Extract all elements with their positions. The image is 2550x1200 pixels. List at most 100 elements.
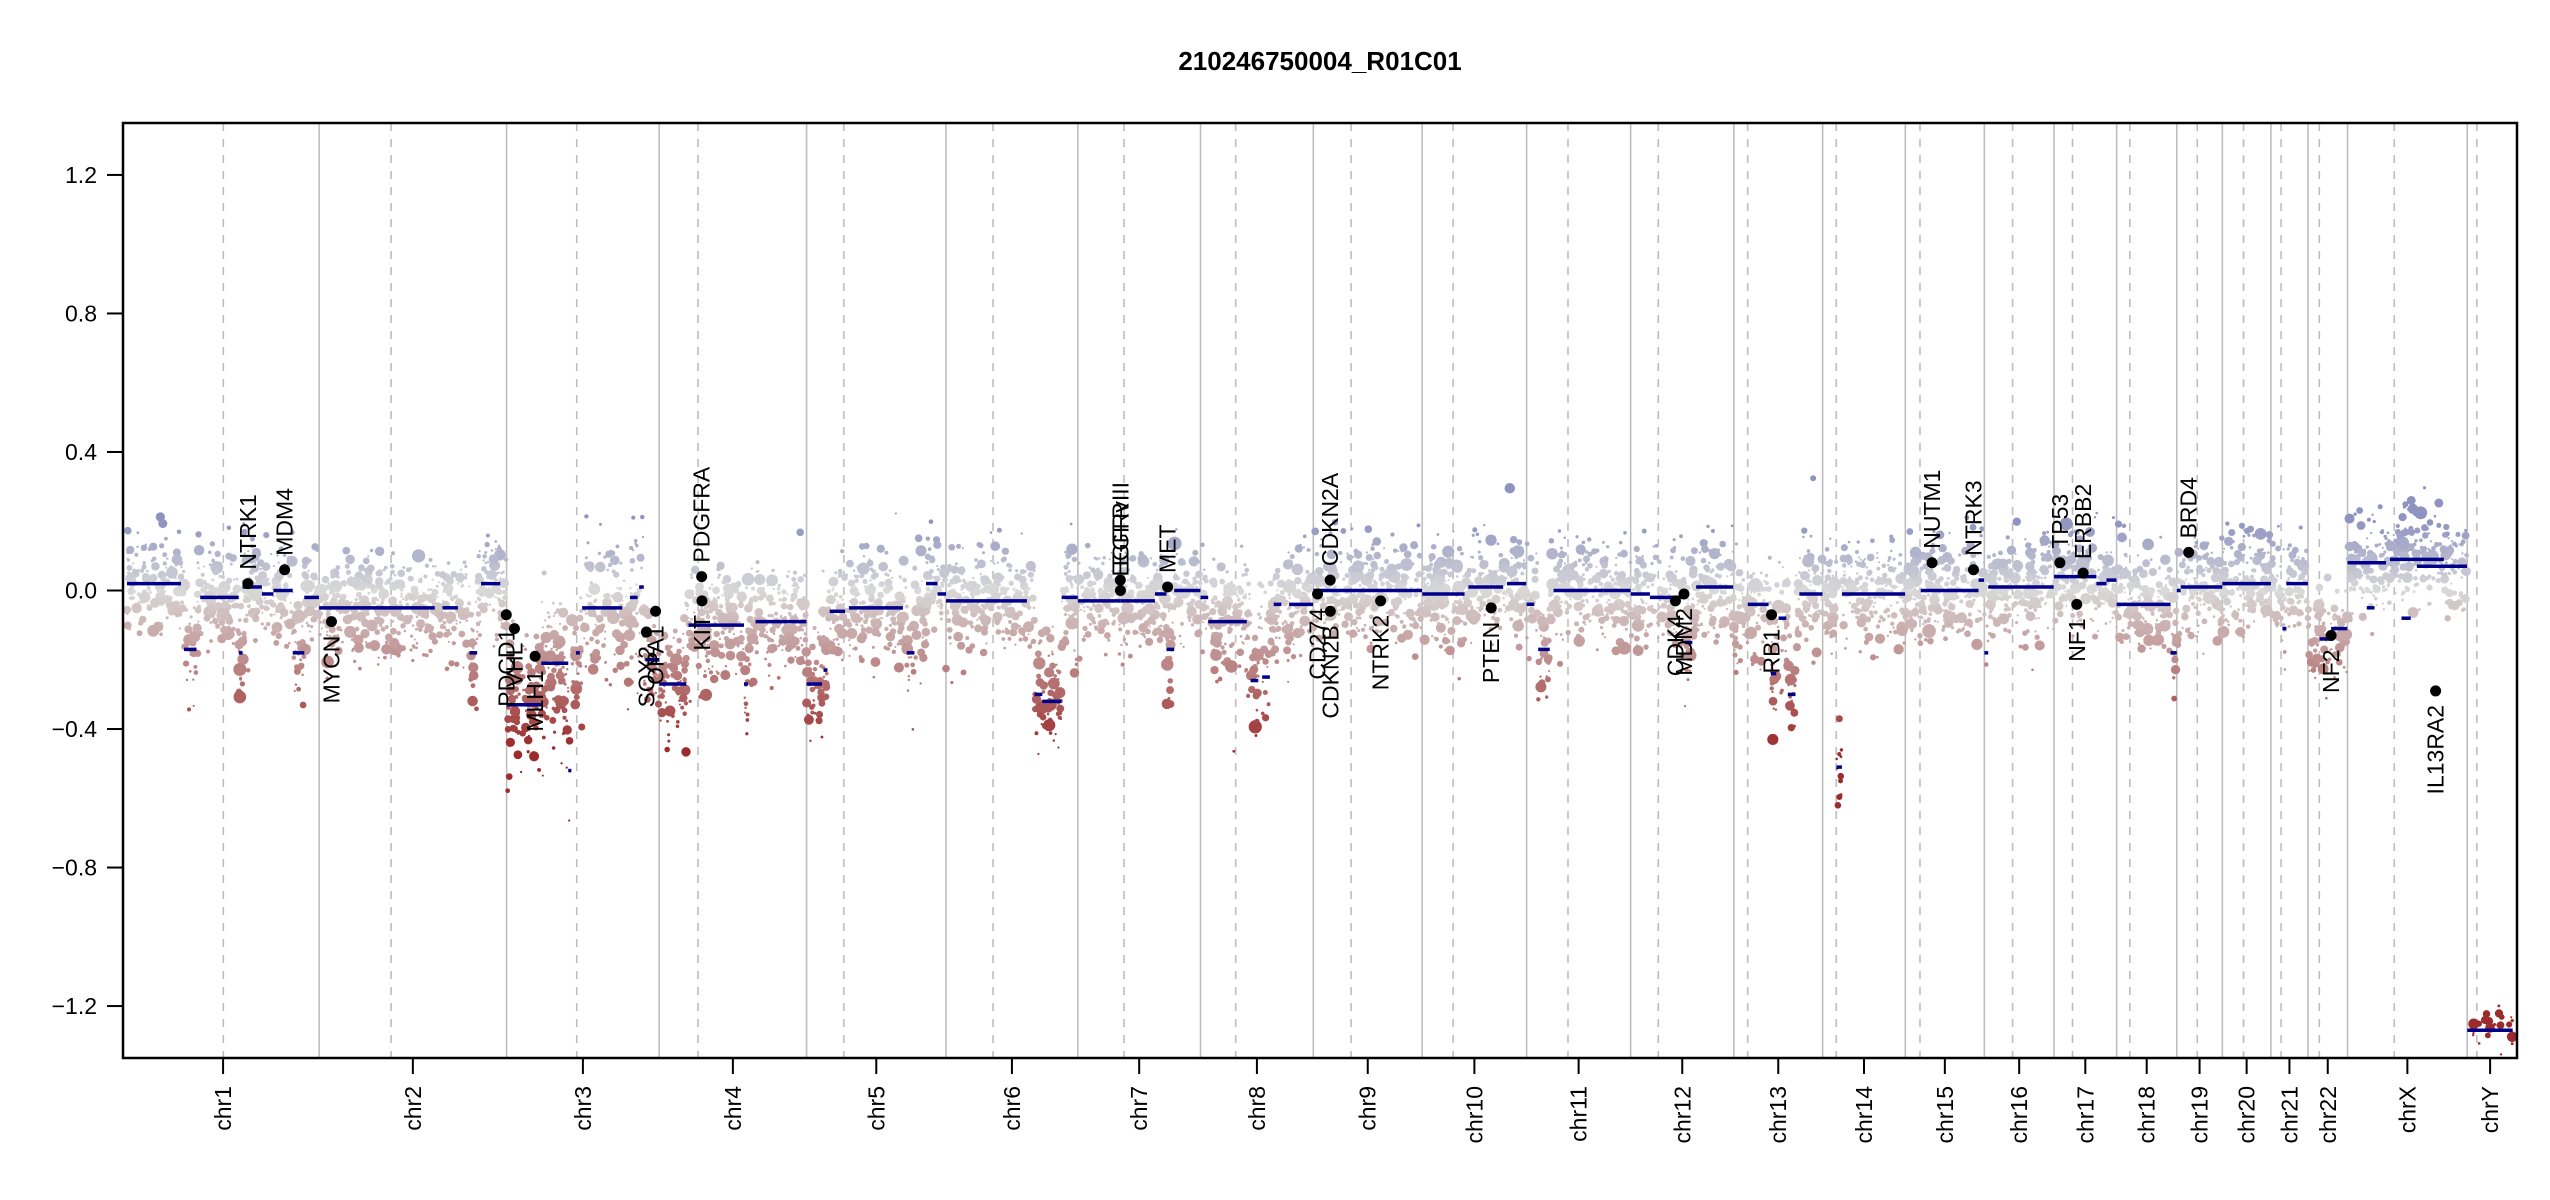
probe-point	[544, 619, 547, 622]
probe-point	[1810, 475, 1817, 482]
probe-point	[1456, 599, 1463, 606]
probe-point	[226, 599, 230, 603]
probe-point	[334, 592, 341, 599]
probe-point	[200, 584, 204, 588]
probe-point	[724, 664, 728, 668]
probe-point	[704, 654, 708, 658]
probe-point	[930, 555, 935, 560]
probe-point	[1502, 596, 1505, 600]
probe-point	[1186, 606, 1197, 617]
probe-point	[1708, 619, 1716, 627]
probe-point	[166, 557, 169, 560]
probe-point	[635, 611, 639, 615]
probe-point	[1586, 617, 1590, 620]
probe-point	[1539, 675, 1542, 678]
probe-point	[482, 554, 487, 559]
probe-point	[560, 762, 563, 765]
probe-point	[779, 616, 783, 619]
probe-point	[1132, 629, 1138, 635]
probe-point	[151, 562, 160, 571]
probe-point	[526, 750, 530, 754]
probe-point	[336, 634, 339, 637]
probe-point	[813, 659, 820, 666]
probe-point	[965, 646, 973, 654]
probe-point	[1504, 610, 1507, 614]
probe-point	[679, 672, 683, 676]
probe-point	[1895, 601, 1899, 604]
probe-point	[182, 569, 186, 574]
probe-point	[1610, 584, 1614, 588]
probe-point	[1262, 658, 1269, 665]
probe-point	[1363, 606, 1367, 610]
probe-point	[626, 708, 630, 711]
probe-point	[1087, 575, 1090, 578]
probe-point	[728, 602, 738, 613]
probe-point	[791, 576, 797, 582]
probe-point	[1261, 714, 1270, 722]
probe-point	[376, 663, 380, 666]
probe-point	[214, 550, 221, 558]
probe-point	[1058, 711, 1063, 715]
probe-point	[325, 676, 329, 681]
probe-point	[174, 611, 181, 618]
probe-point	[1221, 649, 1227, 655]
probe-point	[767, 662, 772, 668]
probe-point	[1046, 712, 1050, 716]
probe-point	[1734, 616, 1738, 619]
probe-point	[261, 611, 264, 614]
probe-point	[390, 611, 396, 617]
probe-point	[1763, 579, 1766, 583]
probe-point	[1282, 559, 1293, 570]
probe-point	[315, 583, 327, 596]
probe-point	[767, 595, 772, 600]
probe-point	[746, 632, 759, 645]
probe-point	[1887, 556, 1892, 560]
probe-point	[403, 629, 407, 633]
probe-point	[680, 614, 689, 623]
probe-point	[514, 695, 519, 699]
probe-point	[1379, 566, 1385, 572]
probe-point	[1399, 600, 1402, 604]
probe-point	[1188, 619, 1192, 623]
probe-point	[960, 669, 967, 676]
probe-point	[833, 592, 839, 597]
probe-point	[933, 540, 942, 549]
probe-point	[888, 623, 892, 628]
probe-point	[870, 594, 875, 599]
probe-point	[136, 545, 139, 548]
probe-point	[519, 730, 526, 737]
probe-point	[1410, 541, 1419, 550]
probe-point	[630, 568, 634, 573]
probe-point	[1254, 734, 1258, 738]
probe-point	[1672, 538, 1676, 542]
probe-point	[1591, 613, 1594, 616]
probe-point	[1635, 608, 1638, 612]
probe-point	[726, 610, 730, 614]
probe-point	[893, 662, 904, 673]
probe-point	[384, 633, 393, 642]
probe-point	[535, 720, 540, 725]
probe-point	[1546, 547, 1558, 560]
probe-point	[561, 665, 565, 669]
probe-point	[221, 575, 225, 579]
probe-point	[388, 576, 393, 581]
probe-point	[616, 587, 619, 590]
probe-point	[1446, 550, 1453, 558]
probe-point	[1531, 567, 1539, 575]
probe-point	[891, 649, 896, 654]
probe-point	[1772, 707, 1775, 710]
probe-point	[1879, 615, 1884, 620]
probe-point	[1041, 722, 1049, 730]
probe-point	[1681, 576, 1687, 582]
probe-point	[1015, 569, 1019, 573]
probe-point	[1481, 572, 1485, 575]
probe-point	[1438, 644, 1443, 649]
probe-point	[898, 555, 909, 566]
probe-point	[1311, 570, 1316, 574]
probe-point	[379, 623, 383, 628]
probe-point	[972, 576, 975, 580]
probe-point	[1611, 623, 1617, 628]
probe-point	[297, 662, 305, 670]
probe-point	[956, 543, 962, 549]
probe-point	[1326, 596, 1329, 599]
